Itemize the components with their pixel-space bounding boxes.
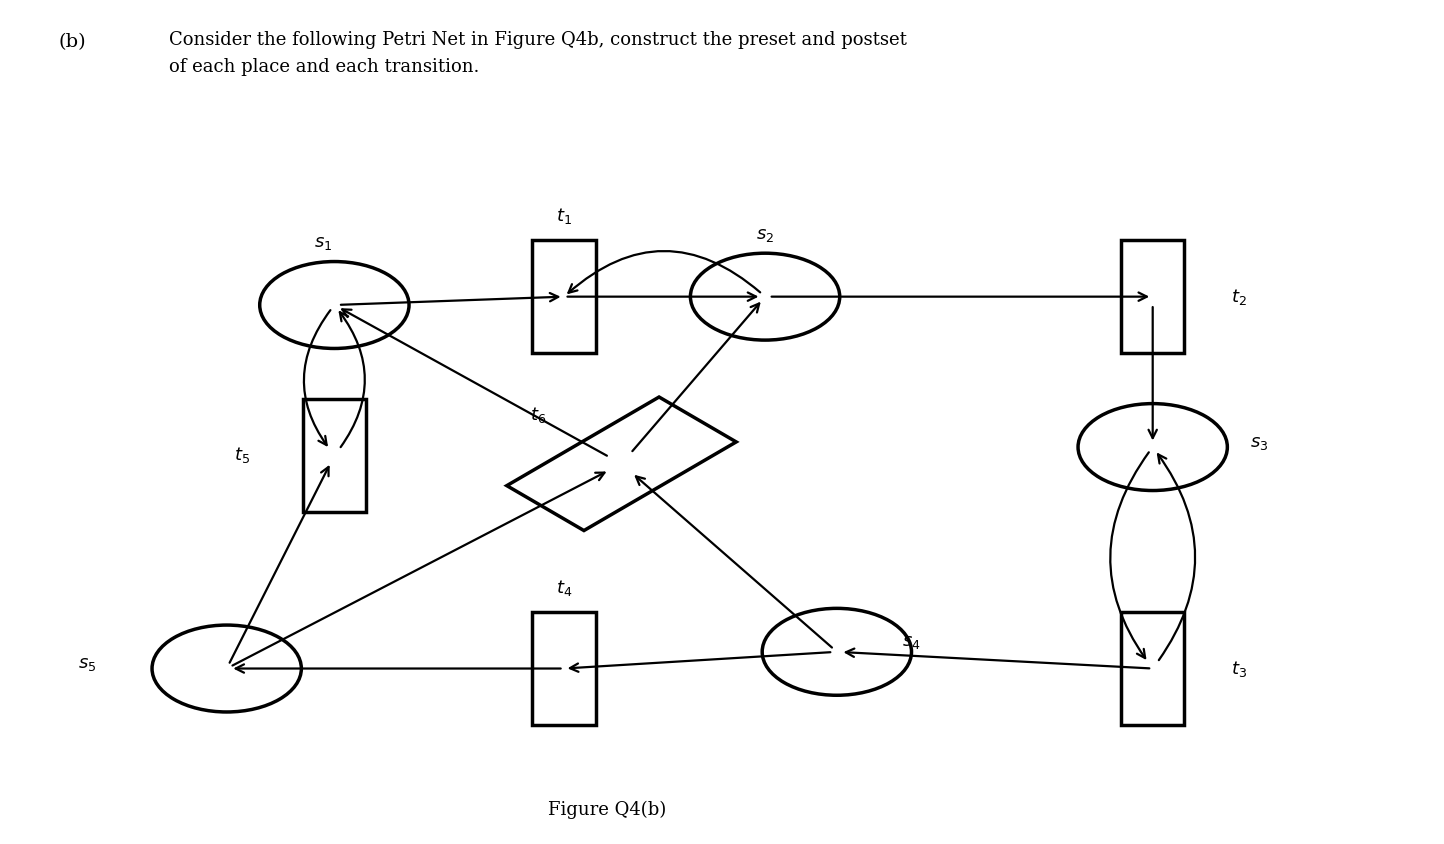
FancyArrowPatch shape: [230, 467, 329, 663]
FancyArrowPatch shape: [235, 664, 560, 673]
Bar: [303, 398, 365, 512]
FancyArrowPatch shape: [635, 476, 832, 647]
Text: Figure Q4(b): Figure Q4(b): [549, 801, 666, 819]
FancyArrowPatch shape: [771, 293, 1147, 300]
FancyArrowPatch shape: [342, 310, 606, 456]
Text: $t_2$: $t_2$: [1230, 287, 1246, 306]
FancyArrowPatch shape: [846, 648, 1149, 668]
FancyArrowPatch shape: [632, 304, 760, 452]
FancyArrowPatch shape: [339, 312, 365, 447]
Text: $t_1$: $t_1$: [556, 207, 572, 226]
Text: $t_3$: $t_3$: [1230, 658, 1246, 679]
FancyArrowPatch shape: [1110, 452, 1149, 658]
FancyArrowPatch shape: [567, 293, 757, 300]
Text: $t_5$: $t_5$: [234, 446, 250, 465]
Bar: [533, 612, 596, 725]
FancyArrowPatch shape: [232, 473, 605, 666]
Text: $s_1$: $s_1$: [313, 234, 332, 252]
Text: $t_6$: $t_6$: [530, 405, 546, 425]
Text: $s_4$: $s_4$: [902, 633, 921, 651]
FancyArrowPatch shape: [569, 251, 760, 293]
Text: $t_4$: $t_4$: [556, 578, 572, 598]
Bar: [1121, 612, 1184, 725]
FancyArrowPatch shape: [303, 310, 331, 445]
Text: (b): (b): [59, 34, 87, 51]
Text: $s_2$: $s_2$: [757, 226, 774, 244]
FancyArrowPatch shape: [341, 293, 559, 305]
FancyArrowPatch shape: [1158, 454, 1196, 660]
FancyArrowPatch shape: [570, 652, 830, 672]
Text: $s_3$: $s_3$: [1249, 434, 1268, 452]
FancyArrowPatch shape: [1148, 307, 1157, 438]
Bar: [533, 240, 596, 354]
Text: $s_5$: $s_5$: [78, 655, 97, 674]
Text: Consider the following Petri Net in Figure Q4b, construct the preset and postset: Consider the following Petri Net in Figu…: [169, 31, 907, 76]
Bar: [1121, 240, 1184, 354]
